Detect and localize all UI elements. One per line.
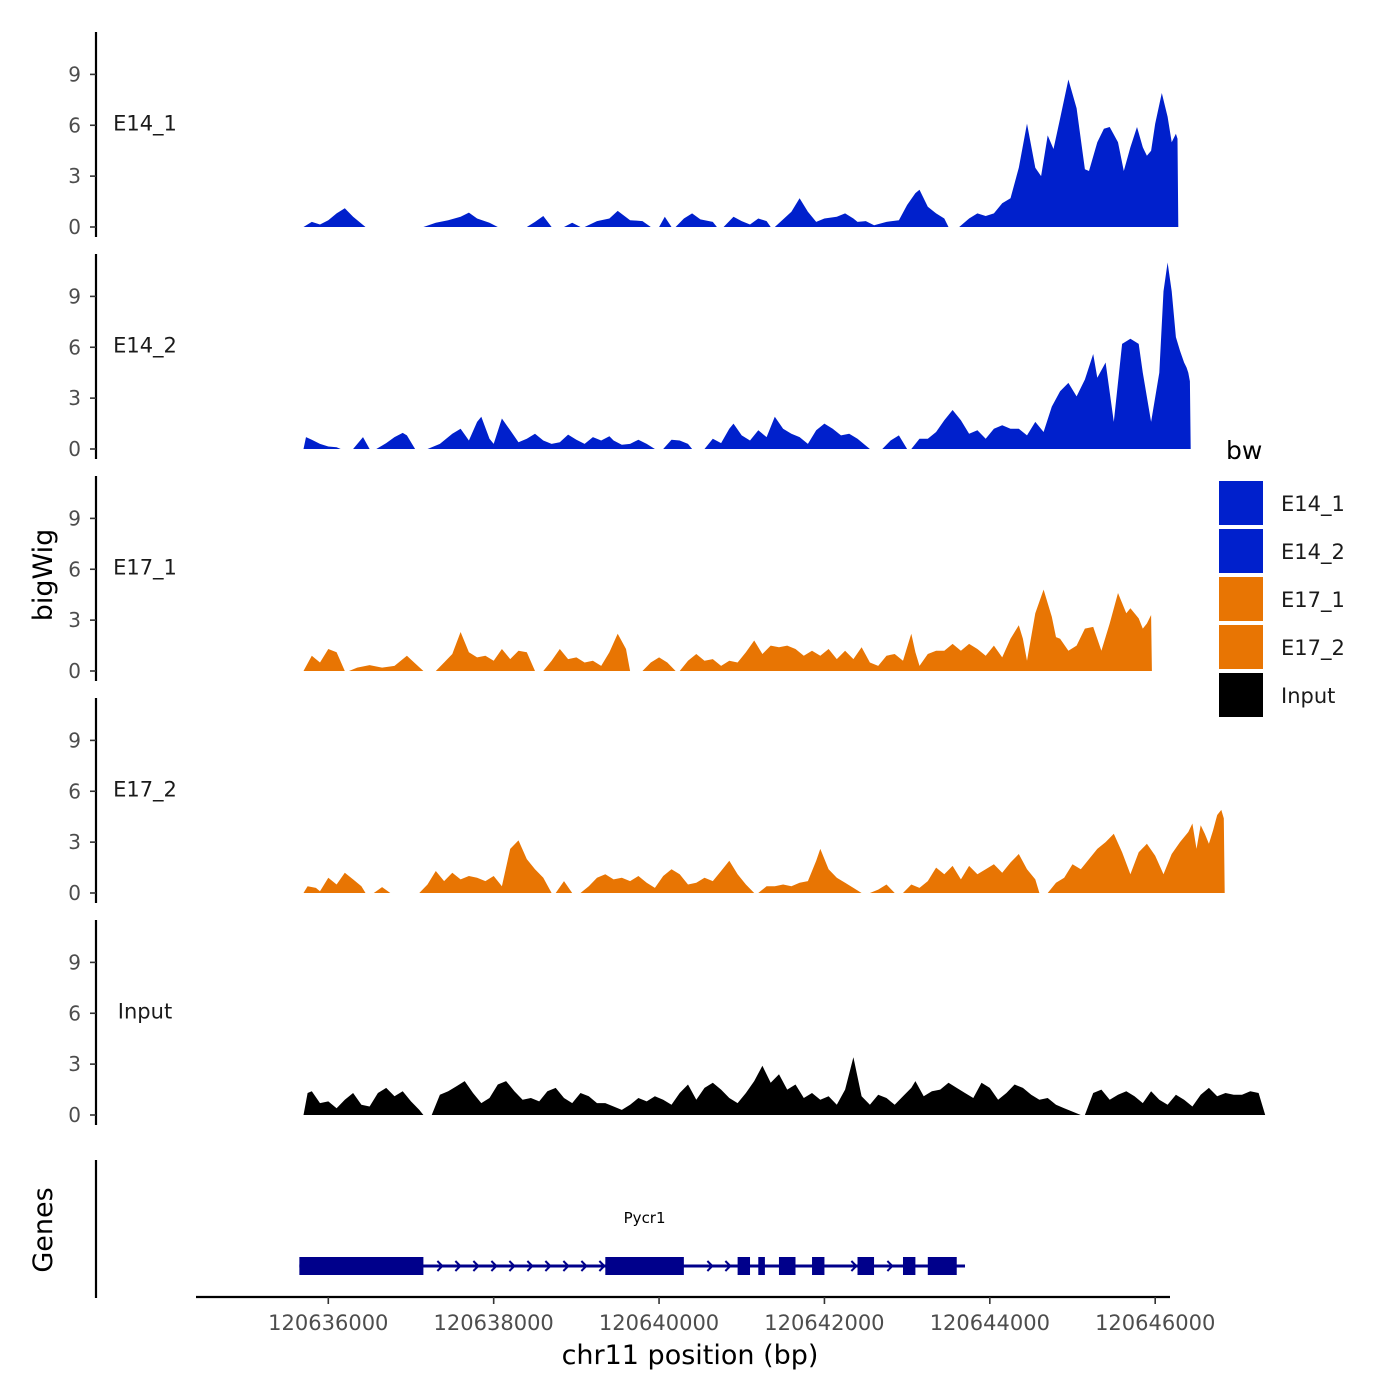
gene-exon — [605, 1257, 684, 1275]
strand-arrow — [544, 1260, 552, 1272]
legend-label-E14_1: E14_1 — [1281, 492, 1345, 517]
legend-key-E17_2 — [1219, 625, 1263, 669]
signal-area-E14_2 — [303, 262, 1191, 449]
gene-exon — [758, 1257, 765, 1275]
x-tick-label: 120636000 — [268, 1311, 388, 1335]
y-tick-label: 0 — [68, 659, 81, 683]
legend-key-Input — [1219, 673, 1263, 717]
y-tick-label: 3 — [68, 830, 81, 854]
track-panel-E14_1: 0 3 6 9 E14_1 — [68, 32, 1179, 239]
x-tick-label: 120640000 — [599, 1311, 719, 1335]
track-panel-E17_2: 0 3 6 9 E17_2 — [68, 698, 1225, 905]
y-tick-label: 6 — [68, 1001, 81, 1025]
y-tick-label: 9 — [68, 506, 81, 530]
gene-name-label: Pycr1 — [624, 1209, 666, 1227]
strand-arrow — [436, 1260, 444, 1272]
gene-exon — [902, 1257, 916, 1275]
strand-arrow — [562, 1260, 570, 1272]
track-label-E17_1: E17_1 — [113, 555, 177, 580]
y-tick-label: 3 — [68, 164, 81, 188]
gene-track-panel: Pycr1 — [94, 1160, 966, 1298]
y-tick-label: 0 — [68, 437, 81, 461]
y-tick-label: 0 — [68, 881, 81, 905]
gene-exon — [299, 1257, 424, 1275]
genes-axis-title: Genes — [28, 1187, 59, 1272]
legend-label-E14_2: E14_2 — [1281, 540, 1345, 565]
strand-arrow — [580, 1260, 588, 1272]
y-tick-label: 3 — [68, 386, 81, 410]
y-tick-label: 3 — [68, 608, 81, 632]
y-tick-label: 9 — [68, 284, 81, 308]
gene-exon — [737, 1257, 751, 1275]
y-tick-label: 0 — [68, 1103, 81, 1127]
track-label-E17_2: E17_2 — [113, 777, 177, 802]
y-tick-label: 6 — [68, 335, 81, 359]
track-label-E14_2: E14_2 — [113, 333, 177, 358]
x-axis-title: chr11 position (bp) — [562, 1340, 819, 1371]
y-tick-label: 9 — [68, 728, 81, 752]
signal-area-Input — [303, 1057, 1266, 1115]
x-tick-label: 120638000 — [434, 1311, 554, 1335]
x-axis: 120636000 120638000 120640000 120642000 1206… — [196, 1295, 1215, 1335]
track-label-Input: Input — [118, 999, 172, 1023]
legend-key-E14_1 — [1219, 481, 1263, 525]
legend-key-E17_1 — [1219, 577, 1263, 621]
y-axis-title: bigWig — [28, 529, 59, 622]
strand-arrow — [526, 1260, 534, 1272]
signal-area-E17_2 — [303, 809, 1225, 893]
y-tick-label: 3 — [68, 1052, 81, 1076]
strand-arrow — [706, 1260, 714, 1272]
strand-arrow — [472, 1260, 480, 1272]
signal-panels: 0 3 6 9 E14_1 0 3 6 9 E14_2 0 3 6 9 E17_1 0 3 6 9 E17_2 0 3 6 9… — [68, 32, 1266, 1127]
gene-exon — [857, 1257, 875, 1275]
track-panel-E17_1: 0 3 6 9 E17_1 — [68, 476, 1152, 683]
signal-area-E17_1 — [303, 589, 1152, 671]
legend-title: bw — [1226, 436, 1262, 465]
x-tick-label: 120646000 — [1095, 1311, 1215, 1335]
legend-label-E17_2: E17_2 — [1281, 636, 1345, 661]
gene-exon — [927, 1257, 957, 1275]
y-tick-label: 6 — [68, 557, 81, 581]
strand-arrow — [454, 1260, 462, 1272]
track-panel-Input: 0 3 6 9 Input — [68, 920, 1266, 1127]
x-tick-label: 120642000 — [764, 1311, 884, 1335]
x-tick-label: 120644000 — [930, 1311, 1050, 1335]
strand-arrow — [508, 1260, 516, 1272]
y-tick-label: 9 — [68, 62, 81, 86]
strand-arrow — [490, 1260, 498, 1272]
y-tick-label: 9 — [68, 950, 81, 974]
gene-exon — [812, 1257, 825, 1275]
strand-arrow — [886, 1260, 894, 1272]
legend-key-E14_2 — [1219, 529, 1263, 573]
track-label-E14_1: E14_1 — [113, 111, 177, 136]
y-tick-label: 0 — [68, 215, 81, 239]
signal-area-E14_1 — [303, 79, 1179, 227]
track-panel-E14_2: 0 3 6 9 E14_2 — [68, 254, 1191, 461]
y-tick-label: 6 — [68, 113, 81, 137]
strand-arrow — [850, 1260, 858, 1272]
gene-exon — [778, 1257, 796, 1275]
legend-label-E17_1: E17_1 — [1281, 588, 1345, 613]
legend: bw E14_1 E14_2 E17_1 E17_2 Input — [1219, 436, 1345, 717]
y-tick-label: 6 — [68, 779, 81, 803]
legend-label-Input: Input — [1281, 684, 1335, 708]
strand-arrow — [724, 1260, 732, 1272]
strand-arrow — [598, 1260, 606, 1272]
